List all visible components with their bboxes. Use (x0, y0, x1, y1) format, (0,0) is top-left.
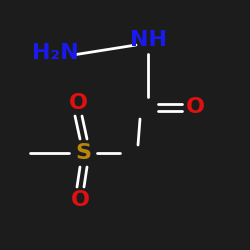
Text: O: O (186, 97, 204, 117)
Text: O: O (68, 93, 87, 113)
Text: NH: NH (130, 30, 166, 50)
Text: S: S (75, 143, 91, 163)
Text: O: O (70, 190, 90, 210)
Text: H₂N: H₂N (32, 43, 78, 63)
